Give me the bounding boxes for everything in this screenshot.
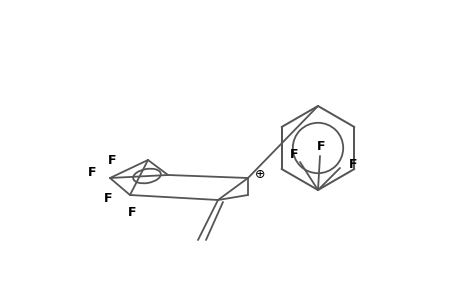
Text: F: F [316,140,325,154]
Text: F: F [289,148,297,161]
Text: F: F [107,154,116,166]
Text: F: F [104,193,112,206]
Text: ⊕: ⊕ [254,167,265,181]
Text: F: F [128,206,136,220]
Text: F: F [348,158,357,170]
Text: F: F [88,166,96,178]
